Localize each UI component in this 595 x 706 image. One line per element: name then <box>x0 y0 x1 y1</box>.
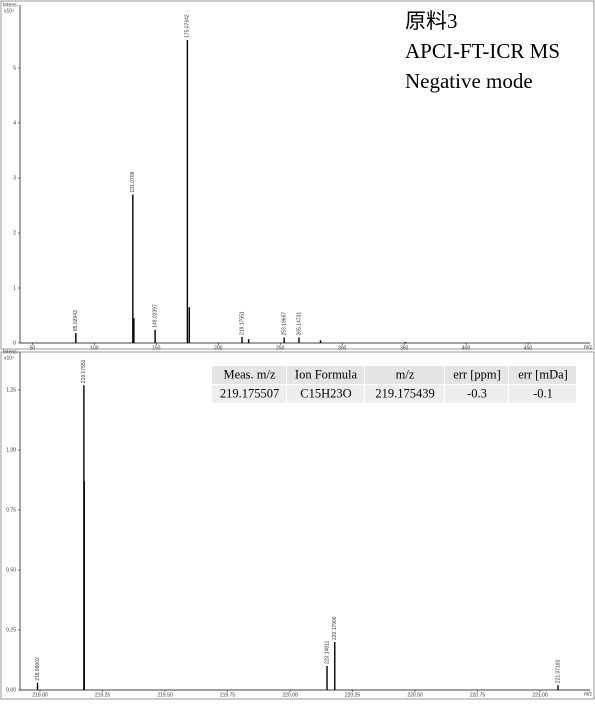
x-tick-label: 219.75 <box>220 692 236 698</box>
y-tick-label: 0.00 <box>6 687 16 693</box>
y-tick-label: 0 <box>13 340 16 346</box>
table-cell <box>365 366 444 384</box>
peak-label: 175.07642 <box>185 14 191 38</box>
y-multiplier: x10⁵ <box>4 8 14 14</box>
x-tick-label: 219.25 <box>95 692 111 698</box>
table-header: m/z <box>396 367 415 381</box>
y-tick-label: 0.25 <box>6 627 16 633</box>
table-cell <box>365 385 444 403</box>
y-multiplier: x10⁴ <box>4 355 14 361</box>
table-header: err [ppm] <box>453 367 501 381</box>
peak-label: 221.07183 <box>555 659 561 683</box>
x-tick-label: 220.75 <box>470 692 486 698</box>
y-tick-label: 3 <box>13 175 16 181</box>
table-value: C15H23O <box>300 386 351 400</box>
x-tick-label: 220.25 <box>345 692 361 698</box>
panel-frame <box>0 0 595 350</box>
table-cell <box>287 366 364 384</box>
table-header: Ion Formula <box>295 367 358 381</box>
table-cell <box>445 366 508 384</box>
x-tick-label: 100 <box>90 345 99 351</box>
y-tick-label: 5 <box>13 65 16 71</box>
peak-label: 149.02397 <box>152 304 158 328</box>
y-axis-label: Intens. <box>3 2 18 8</box>
x-tick-label: 250 <box>276 345 285 351</box>
x-tick-label: 200 <box>214 345 223 351</box>
annotation: Negative mode <box>405 69 533 93</box>
peak-label: 220.17906 <box>332 616 338 640</box>
y-tick-label: 0.50 <box>6 567 16 573</box>
peak-label: 253.19667 <box>282 312 288 336</box>
table-value: -0.3 <box>467 386 487 400</box>
peak-label: 219.17551 <box>81 359 87 383</box>
x-tick-label: 150 <box>152 345 161 351</box>
x-tick-label: 220.50 <box>407 692 423 698</box>
x-tick-label: 221.00 <box>532 692 548 698</box>
y-tick-label: 2 <box>13 230 16 236</box>
x-tick-label: 300 <box>338 345 347 351</box>
table-value: 219.175507 <box>220 386 279 400</box>
table-cell <box>509 385 576 403</box>
x-tick-label: 50 <box>30 345 36 351</box>
x-axis-label: m/z <box>584 344 593 350</box>
table-header: err [mDa] <box>518 367 568 381</box>
peak-label: 85.02943 <box>73 310 79 331</box>
table-cell <box>287 385 364 403</box>
y-tick-label: 1 <box>13 285 16 291</box>
peak-label: 265.14731 <box>296 312 302 336</box>
y-tick-label: 0.75 <box>6 507 16 513</box>
table-cell <box>445 385 508 403</box>
peak-label: 131.0708 <box>130 171 136 192</box>
annotation: 原料3 <box>405 9 458 33</box>
x-tick-label: 350 <box>400 345 409 351</box>
table-value: 219.175439 <box>375 386 434 400</box>
table-value: -0.1 <box>533 386 553 400</box>
y-tick-label: 4 <box>13 120 16 126</box>
table-header: Meas. m/z <box>223 367 276 381</box>
x-tick-label: 400 <box>462 345 471 351</box>
y-tick-label: 1.00 <box>6 447 16 453</box>
table-cell <box>212 366 286 384</box>
panel-frame <box>0 351 595 700</box>
annotation: APCI-FT-ICR MS <box>405 39 560 63</box>
table-cell <box>509 366 576 384</box>
y-axis-label: Intens. <box>3 349 18 355</box>
peak-label: 219.17551 <box>239 311 245 335</box>
y-tick-label: 1.25 <box>6 387 16 393</box>
peak-label: 218.99002 <box>35 657 41 681</box>
x-tick-label: 219.00 <box>32 692 48 698</box>
x-axis-label: m/z <box>584 691 593 697</box>
table-cell <box>212 385 286 403</box>
x-tick-label: 450 <box>524 345 533 351</box>
peak-label: 220.14811 <box>324 641 330 664</box>
x-tick-label: 220.00 <box>282 692 298 698</box>
x-tick-label: 219.50 <box>157 692 173 698</box>
